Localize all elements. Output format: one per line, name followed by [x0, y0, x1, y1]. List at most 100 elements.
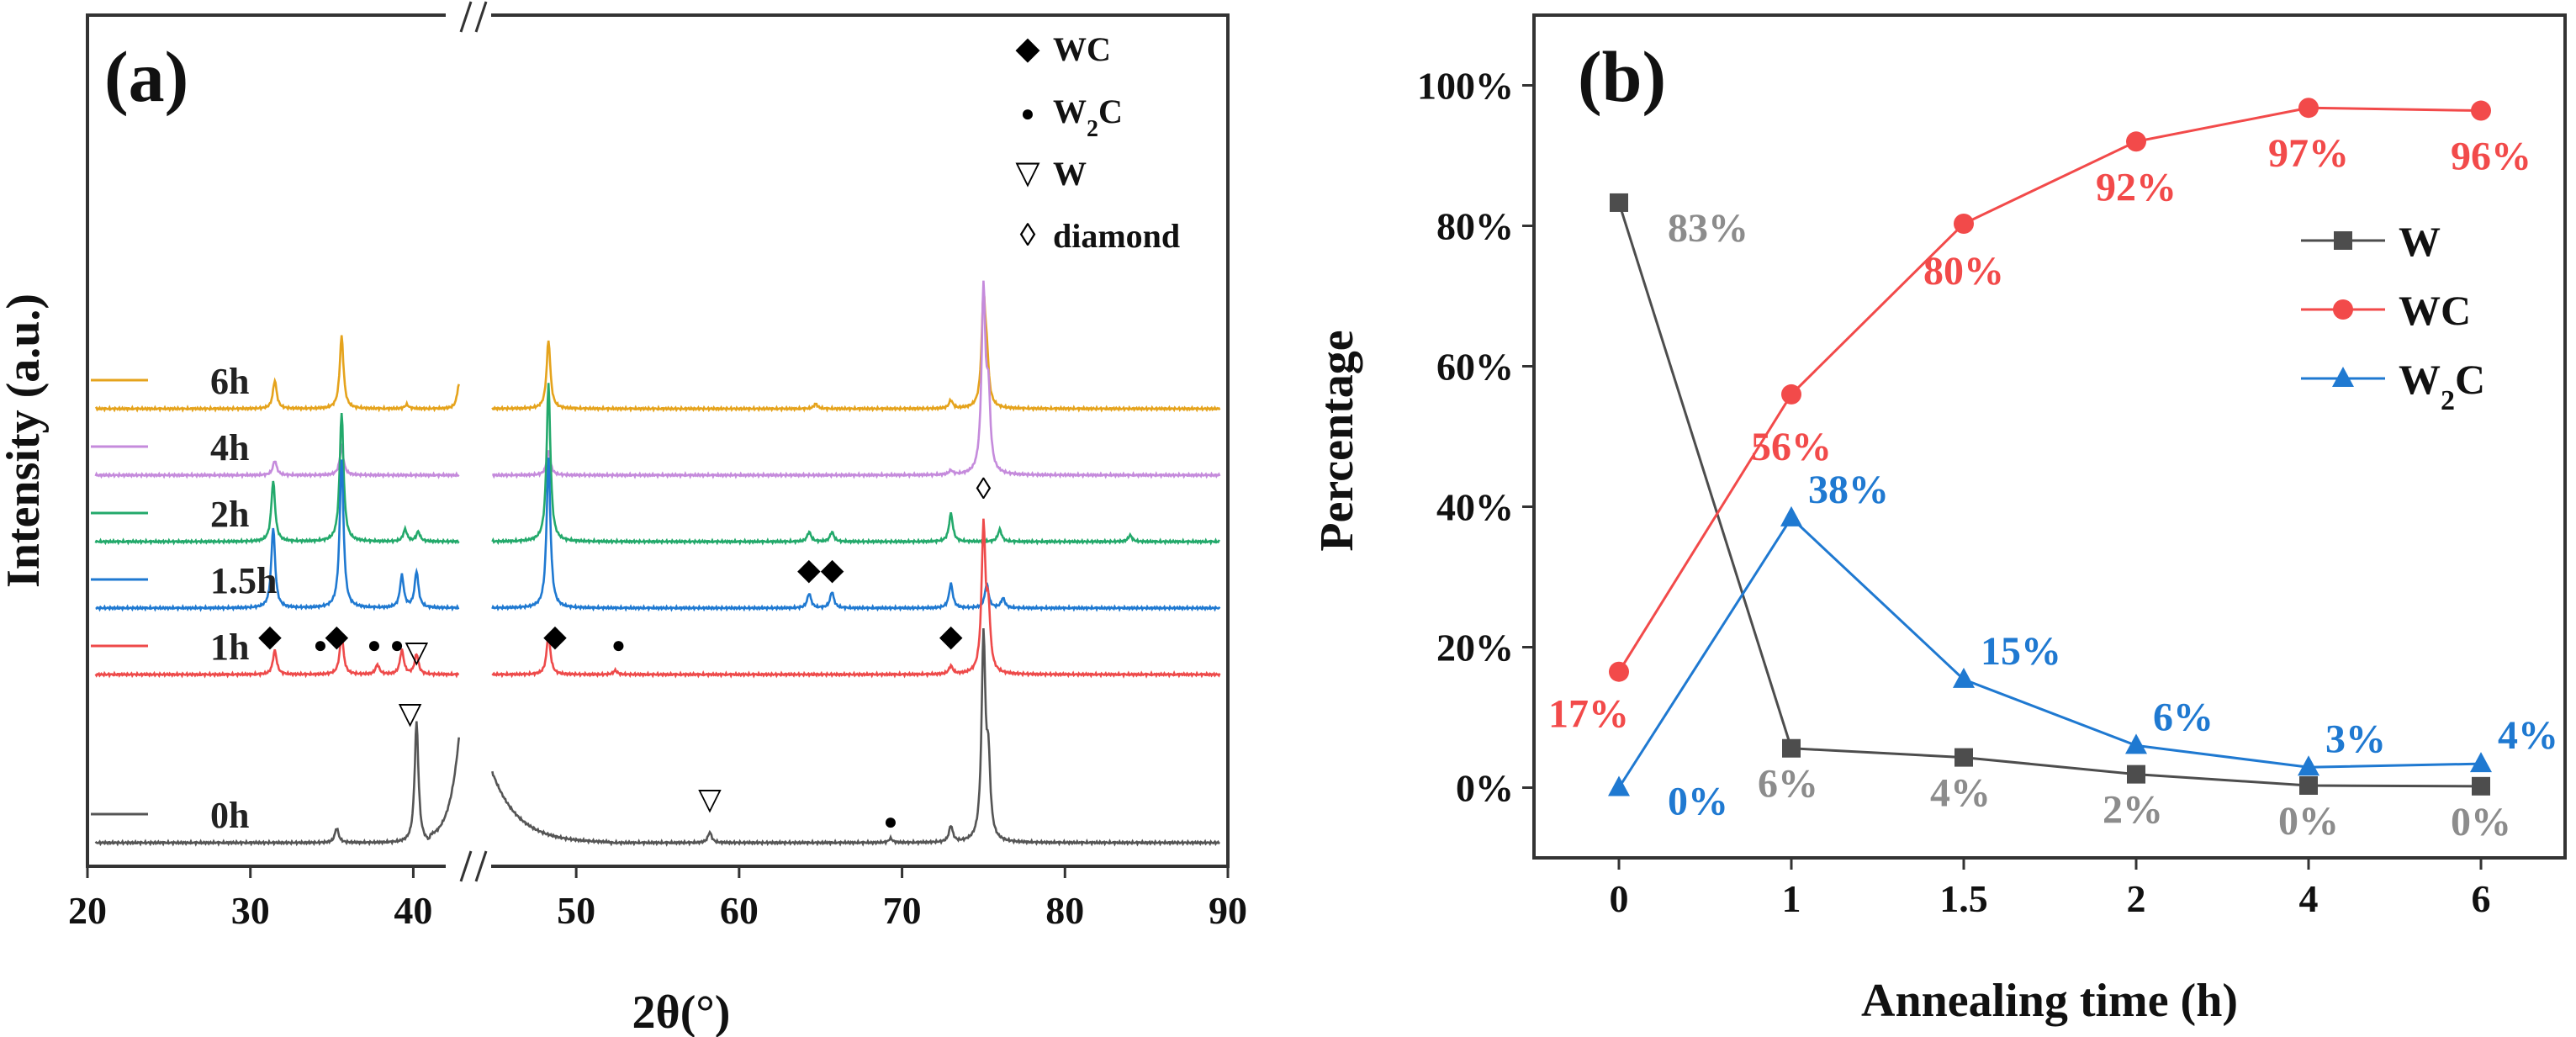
data-label-wc: 80% [1923, 249, 2004, 294]
data-label-wc: 56% [1751, 425, 1832, 469]
series-line-1h [491, 518, 1221, 679]
data-point-w [2299, 775, 2318, 795]
peak-marker-0h: ▽ [399, 696, 422, 730]
legend-marker-square [2334, 231, 2352, 250]
series-label-6h: 6h [210, 361, 249, 402]
series-line-w [1617, 202, 2482, 788]
panel-a-label: (a) [104, 36, 188, 117]
panel-a-x-axis-label: 2θ(°) [632, 987, 731, 1037]
x-tick-label: 80 [1045, 889, 1084, 932]
peak-marker-0h: ● [884, 809, 898, 835]
legend-label: WC [1053, 30, 1111, 68]
panel-a-frame [86, 13, 1230, 868]
series-label-1-5h: 1.5h [210, 560, 277, 601]
x-tick-label: 6 [2472, 877, 2491, 920]
series-line-1-5h [491, 458, 1221, 612]
data-point-w [2127, 765, 2145, 784]
series-label-1h: 1h [210, 627, 249, 668]
peak-marker-1-5h: ◊ [976, 472, 992, 505]
data-point-wc [1954, 213, 1974, 234]
panel-b-frame [1532, 13, 2567, 860]
panel-a-y-axis-label: Intensity (a.u.) [0, 294, 50, 588]
legend-marker-circle [2333, 299, 2353, 320]
series-label-2h: 2h [210, 494, 249, 535]
x-tick-label: 2 [2127, 877, 2146, 920]
peak-marker-1h: ◆ [258, 619, 282, 653]
x-tick-label: 30 [231, 889, 270, 932]
data-point-wc [1781, 384, 1801, 405]
data-point-wc [1953, 667, 1975, 688]
data-label-wc: 17% [1548, 692, 1629, 737]
x-tick-label: 0 [1610, 877, 1629, 920]
panel-b-x-axis-label: Annealing time (h) [1861, 975, 2238, 1027]
x-tick-label: 20 [68, 889, 107, 932]
series-line-1h [94, 634, 459, 679]
peak-marker-1h: ● [314, 632, 328, 659]
legend-label: W [2399, 218, 2441, 265]
peak-marker-0h: ▽ [698, 782, 722, 816]
peak-marker-1h: ◆ [939, 619, 963, 653]
legend-symbol-filled-diamond: ◆ [1015, 31, 1040, 66]
data-label-w: 6% [1758, 762, 1818, 807]
data-label-w: 4% [1930, 771, 1991, 816]
y-tick-label: 20% [1436, 627, 1514, 669]
data-label-wc: 96% [2451, 135, 2531, 179]
y-tick-label: 100% [1417, 65, 1514, 108]
x-tick-label: 4 [2299, 877, 2319, 920]
panel-a-break-marks [459, 1, 488, 882]
series-line-wc [1617, 516, 2482, 789]
y-tick-label: 60% [1436, 346, 1514, 389]
peak-marker-1h: ◆ [543, 619, 567, 653]
legend-label: diamond [1053, 217, 1180, 255]
y-tick-label: 0% [1456, 767, 1514, 810]
panel-a-axis-break-gap [446, 0, 491, 875]
data-point-wc [2298, 98, 2319, 119]
data-label-w: 2% [2103, 788, 2163, 833]
panel-a-legend: ◆ WC ● W2C ▽ W ◊ diamond [1015, 30, 1180, 255]
legend-symbol-open-triangle: ▽ [1015, 156, 1040, 191]
data-label-wc: 97% [2268, 131, 2349, 176]
data-point-w [1782, 738, 1801, 758]
peak-marker-1h: ◆ [325, 619, 349, 653]
series-line-2h [491, 383, 1220, 546]
data-label-wc: 3% [2325, 717, 2386, 761]
data-point-wc [2470, 752, 2492, 773]
data-point-w [1610, 193, 1628, 212]
panel-b-y-axis-label: Percentage [1311, 330, 1363, 551]
series-line-0h [94, 721, 460, 847]
data-point-wc [2471, 100, 2491, 121]
data-label-wc: 15% [1981, 629, 2061, 674]
data-point-wc [1609, 661, 1629, 682]
series-line-4h [492, 280, 1221, 479]
x-tick-label: 60 [720, 889, 759, 932]
series-label-0h: 0h [210, 795, 249, 836]
legend-symbol-filled-circle: ● [1021, 101, 1035, 127]
series-line-4h [94, 442, 460, 479]
x-tick-label: 1.5 [1939, 877, 1988, 920]
x-tick-label: 90 [1209, 889, 1247, 932]
data-label-wc: 4% [2498, 713, 2558, 758]
data-label-w: 83% [1668, 206, 1748, 251]
legend-label: W2C [2399, 356, 2485, 416]
legend-label: W2C [1053, 93, 1123, 142]
data-point-w [1954, 748, 1973, 767]
data-point-wc [1780, 505, 1802, 526]
series-line-wc [1617, 106, 2482, 673]
series-line-6h [491, 291, 1221, 413]
panel-b-percentage-chart: 0% 20% 40% 60% 80% 100% 0 1 1.5 2 4 6 83% 6% 4% 2% 0% 0%… [1311, 13, 2567, 1027]
legend-label: W [1053, 155, 1087, 193]
data-label-wc: 6% [2153, 695, 2214, 739]
series-line-2h [94, 413, 460, 546]
legend-marker-triangle [2332, 367, 2354, 387]
y-tick-label: 40% [1436, 486, 1514, 529]
data-label-w: 0% [2278, 799, 2339, 844]
series-line-0h [491, 627, 1220, 847]
x-tick-label: 40 [394, 889, 432, 932]
data-point-wc [2298, 755, 2319, 776]
data-label-wc: 92% [2096, 165, 2177, 209]
panel-b-label: (b) [1578, 36, 1666, 117]
x-tick-label: 1 [1782, 877, 1801, 920]
data-label-w: 0% [2451, 800, 2511, 844]
